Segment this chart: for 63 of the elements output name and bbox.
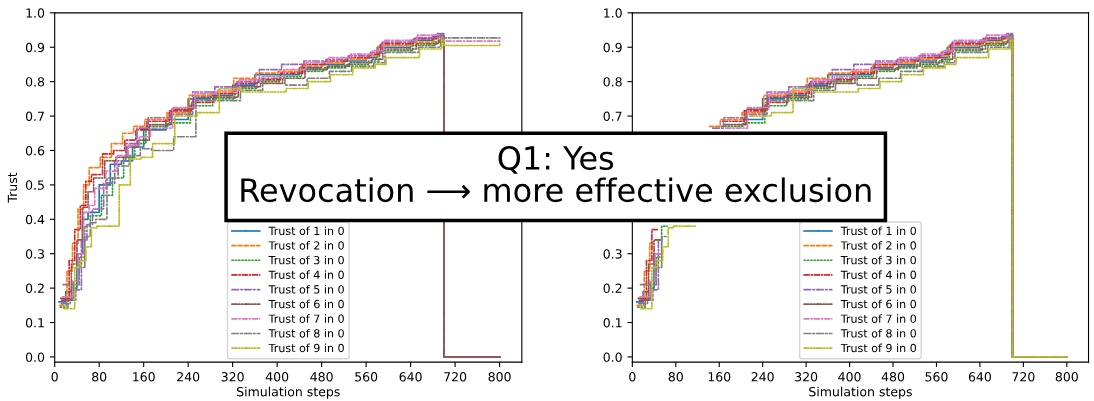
legend-label: Trust of 3 in 0 — [268, 255, 344, 265]
x-tick-label: 800 — [488, 372, 511, 382]
legend-label: Trust of 3 in 0 — [840, 255, 917, 265]
y-tick-label: 0.7 — [25, 111, 44, 121]
x-tick-label: 320 — [221, 372, 244, 382]
legend-label: Trust of 9 in 0 — [268, 343, 344, 353]
y-axis-title: Trust — [7, 172, 18, 203]
legend-label: Trust of 1 in 0 — [840, 226, 917, 236]
y-tick-label: 0.2 — [25, 283, 44, 294]
x-tick-label: 480 — [310, 372, 333, 382]
x-tick-label: 800 — [1055, 372, 1078, 382]
legend-label: Trust of 7 in 0 — [268, 314, 344, 323]
y-tick-label: 1.0 — [604, 8, 622, 18]
x-tick-label: 240 — [751, 372, 774, 382]
x-tick-label: 400 — [265, 372, 289, 382]
x-tick-label: 160 — [708, 372, 731, 382]
y-tick-label: 1.0 — [26, 8, 45, 18]
y-tick-label: 0.1 — [603, 318, 622, 328]
y-tick-label: 0.8 — [25, 77, 45, 87]
x-tick-label: 480 — [881, 372, 905, 382]
legend-label: Trust of 4 in 0 — [840, 270, 917, 279]
legend-label: Trust of 9 in 0 — [840, 343, 917, 353]
legend-label: Trust of 6 in 0 — [840, 299, 917, 309]
y-tick-label: 0.5 — [25, 180, 44, 190]
legend-label: Trust of 2 in 0 — [840, 241, 917, 250]
y-tick-label: 0.3 — [603, 249, 622, 259]
x-tick-label: 400 — [838, 372, 861, 382]
legend-label: Trust of 2 in 0 — [268, 241, 344, 250]
x-axis-title: Simulation steps — [237, 386, 340, 399]
legend-label: Trust of 1 in 0 — [268, 226, 344, 236]
legend-label: Trust of 6 in 0 — [268, 299, 344, 309]
y-tick-label: 0.6 — [25, 145, 45, 156]
x-tick-label: 240 — [177, 372, 200, 382]
legend-label: Trust of 7 in 0 — [840, 314, 917, 323]
x-tick-label: 80 — [668, 372, 683, 382]
y-tick-label: 0.3 — [25, 249, 44, 259]
x-tick-label: 0 — [51, 372, 58, 382]
legend-label: Trust of 5 in 0 — [268, 285, 344, 294]
legend-label: Trust of 8 in 0 — [840, 328, 917, 338]
x-tick-label: 720 — [444, 372, 467, 382]
legend-label: Trust of 8 in 0 — [268, 328, 344, 338]
annotation: Q1: Yes Revocation ⟶ more effective exclusion — [241, 145, 871, 203]
y-tick-label: 0.2 — [603, 283, 622, 294]
legend-label: Trust of 4 in 0 — [268, 270, 344, 279]
y-tick-label: 0.9 — [603, 42, 622, 53]
x-tick-label: 640 — [399, 372, 422, 382]
legend-label: Trust of 5 in 0 — [840, 285, 917, 294]
y-tick-label: 0.1 — [25, 318, 44, 328]
x-tick-label: 0 — [629, 372, 636, 382]
y-tick-label: 0.8 — [603, 77, 622, 87]
x-tick-label: 560 — [925, 372, 948, 382]
y-tick-label: 0.9 — [25, 42, 45, 53]
y-tick-label: 0.4 — [25, 214, 45, 225]
y-tick-label: 0.7 — [603, 111, 622, 121]
y-tick-label: 0.0 — [603, 352, 622, 362]
x-tick-label: 640 — [968, 372, 992, 382]
y-tick-label: 0.0 — [25, 352, 45, 362]
x-tick-label: 80 — [92, 372, 107, 382]
x-tick-label: 160 — [133, 372, 155, 382]
x-tick-label: 320 — [795, 372, 818, 382]
x-tick-label: 560 — [355, 372, 378, 382]
x-axis-title: Simulation steps — [809, 386, 912, 399]
x-tick-label: 720 — [1012, 372, 1035, 382]
